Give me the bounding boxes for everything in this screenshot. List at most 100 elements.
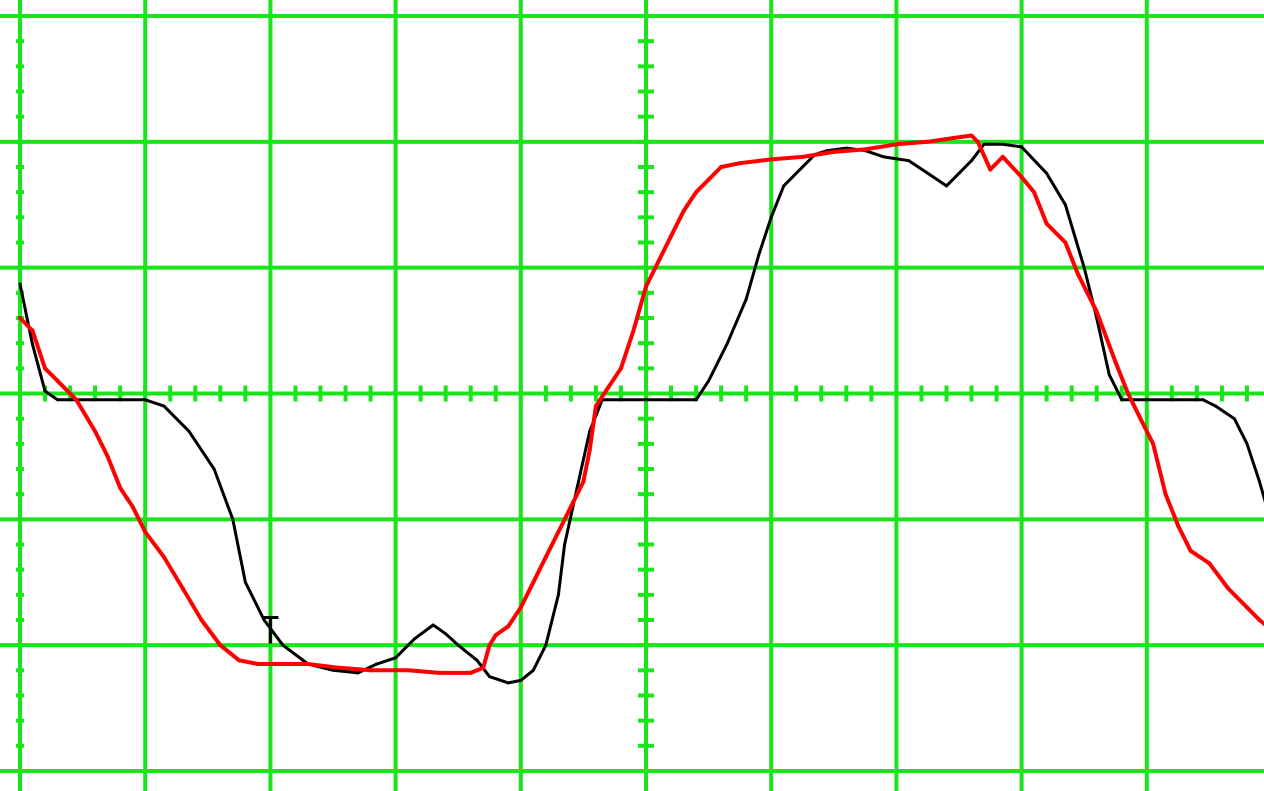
cursor-markers xyxy=(262,615,279,644)
trace-2-point xyxy=(43,366,47,371)
trace-2-point xyxy=(1188,548,1193,553)
trace-2-point xyxy=(180,586,185,591)
trace-2-point xyxy=(1245,605,1249,610)
trace-2-point xyxy=(543,555,548,560)
trace-2-point xyxy=(644,284,648,289)
trace-2-point xyxy=(93,429,98,434)
trace-2-point xyxy=(925,139,930,144)
trace-2-point xyxy=(1207,561,1212,566)
trace-1-point xyxy=(56,398,60,402)
trace-1-point xyxy=(1176,398,1180,402)
trace-2-point xyxy=(74,397,79,402)
trace-1-point xyxy=(632,398,635,402)
trace-1-point xyxy=(1063,203,1067,207)
trace-1-point xyxy=(1045,171,1049,175)
trace-1-point xyxy=(43,389,47,393)
trace-1-point xyxy=(556,593,560,597)
trace-2-point xyxy=(237,658,242,663)
trace-2-point xyxy=(593,404,598,409)
trace-1-point xyxy=(31,342,34,346)
trace-1-point xyxy=(1214,404,1218,408)
trace-2-point xyxy=(1257,618,1262,622)
trace-1-point xyxy=(488,675,491,679)
trace-1-point xyxy=(243,580,247,584)
trace-2-point xyxy=(1226,586,1231,591)
trace-1-point xyxy=(882,155,886,159)
trace-1-point xyxy=(444,632,448,636)
trace-2-point xyxy=(606,385,611,390)
trace-2-point xyxy=(800,154,805,159)
trace-1-line xyxy=(18,142,1264,685)
trace-2-point xyxy=(769,157,774,162)
trace-1-point xyxy=(957,171,961,175)
trace-2-point xyxy=(619,366,623,371)
trace-1-point xyxy=(1145,398,1149,402)
trace-2-point xyxy=(631,328,636,333)
trace-1-point xyxy=(926,171,930,175)
trace-1-point xyxy=(1245,442,1249,446)
trace-2-point xyxy=(1138,416,1143,421)
trace-2-point xyxy=(975,139,980,144)
trace-1-point xyxy=(544,643,548,647)
trace-1-point xyxy=(1258,480,1261,484)
trace-2-point xyxy=(55,378,60,383)
trace-1-point xyxy=(187,429,191,433)
trace-1-point xyxy=(231,517,235,521)
trace-2-point xyxy=(406,668,411,673)
trace-2-point xyxy=(669,234,673,239)
trace-2-point xyxy=(581,479,586,484)
trace-1-point xyxy=(519,678,523,682)
trace-2-point xyxy=(162,555,166,560)
trace-1-point xyxy=(1232,417,1236,421)
cursor-marker xyxy=(262,615,279,644)
trace-1-point xyxy=(769,215,773,219)
trace-1-point xyxy=(744,297,748,301)
trace-1-point xyxy=(1120,398,1124,402)
trace-2-point xyxy=(493,633,498,638)
trace-2-point xyxy=(1094,309,1099,314)
trace-2-point xyxy=(587,448,592,453)
trace-2-point xyxy=(437,670,442,675)
trace-1-point xyxy=(456,643,460,647)
trace-1-point xyxy=(431,623,435,627)
trace-1-point xyxy=(118,398,122,402)
trace-1-point xyxy=(907,159,911,163)
trace-2-point xyxy=(719,165,724,169)
trace-2-point xyxy=(105,454,110,459)
trace-2-point xyxy=(1176,523,1181,528)
trace-1-point xyxy=(707,379,711,383)
trace-1-point xyxy=(782,184,786,188)
trace-1-point xyxy=(757,253,761,257)
trace-1-point xyxy=(375,662,379,666)
trace-1-point xyxy=(475,658,479,662)
trace-2-point xyxy=(1151,441,1156,446)
trace-1-point xyxy=(725,341,729,345)
trace-1-point xyxy=(694,398,698,402)
trace-1-point xyxy=(212,467,216,471)
trace-2-point xyxy=(681,209,686,213)
trace-1-point xyxy=(801,165,804,169)
trace-2-point xyxy=(694,190,699,195)
trace-1-point xyxy=(982,142,986,146)
trace-2-point xyxy=(556,529,561,534)
trace-1-point xyxy=(1020,145,1024,149)
trace-2-point xyxy=(368,668,373,673)
trace-2-point xyxy=(531,580,536,585)
trace-2-point xyxy=(468,670,473,675)
trace-2-point xyxy=(481,665,486,670)
trace-2-point xyxy=(831,149,836,154)
trace-1-point xyxy=(356,671,360,675)
trace-1-point xyxy=(81,398,85,402)
trace-2-point xyxy=(969,133,974,138)
trace-1-point xyxy=(1107,373,1111,377)
trace-2-point xyxy=(1163,492,1168,497)
trace-1-point xyxy=(1082,266,1086,270)
trace-2-point xyxy=(30,328,35,333)
trace-1-point xyxy=(1201,398,1205,402)
trace-1-point xyxy=(945,184,948,188)
trace-1-point xyxy=(331,668,335,672)
trace-1-point xyxy=(262,618,266,622)
trace-2-point xyxy=(143,529,148,534)
